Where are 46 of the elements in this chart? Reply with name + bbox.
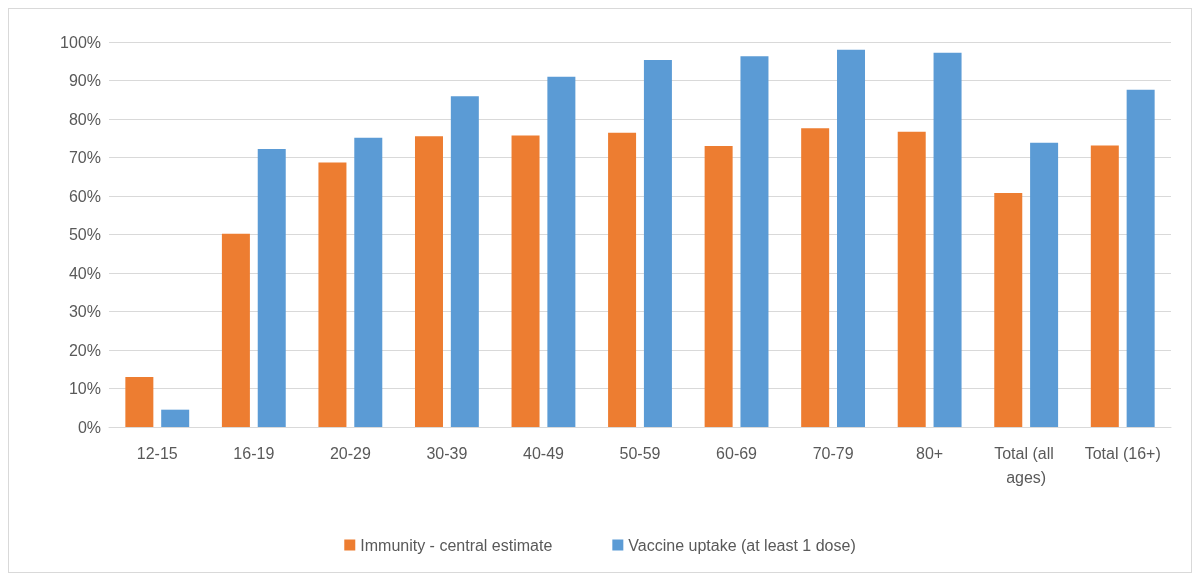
y-tick-label: 100% [60, 33, 101, 51]
bar [161, 409, 190, 427]
bar [1126, 89, 1155, 427]
y-tick-label: 60% [68, 187, 101, 205]
bar [257, 149, 286, 427]
bar [933, 52, 962, 427]
x-tick-label: Total (all ages) [994, 444, 1059, 486]
x-tick-label: Total (16+) [1084, 444, 1161, 462]
x-tick-label: 20-29 [329, 444, 371, 462]
bar [837, 49, 866, 427]
bar [414, 136, 443, 427]
x-tick-label: 12-15 [136, 444, 178, 462]
bar [221, 233, 250, 427]
bar [704, 145, 733, 427]
bar [450, 96, 479, 427]
x-tick-label: 30-39 [426, 444, 468, 462]
bar [643, 60, 672, 427]
y-tick-label: 90% [68, 72, 101, 89]
y-tick-label: 10% [68, 380, 101, 397]
bar [1090, 145, 1119, 427]
y-tick-label: 50% [68, 226, 101, 243]
legend-label: Vaccine uptake (at least 1 dose) [628, 536, 856, 554]
bar [354, 137, 383, 427]
bar [1030, 142, 1059, 427]
y-tick-label: 0% [77, 418, 101, 436]
bar [547, 76, 576, 427]
x-tick-label: 40-49 [522, 444, 565, 462]
y-tick-label: 40% [68, 264, 101, 282]
bar [801, 128, 830, 427]
bar [318, 162, 347, 427]
x-tick-label: 50-59 [619, 444, 661, 462]
legend-label: Immunity - central estimate [360, 536, 553, 554]
bar [897, 131, 926, 427]
x-tick-label: 60-69 [716, 444, 758, 462]
bar [740, 56, 769, 427]
bar [994, 192, 1023, 427]
y-tick-label: 80% [68, 110, 101, 128]
y-tick-label: 30% [68, 303, 101, 320]
x-tick-label: 70-79 [812, 444, 854, 462]
bar [125, 376, 154, 427]
y-tick-label: 70% [68, 149, 101, 166]
x-tick-label: 80+ [916, 444, 944, 462]
x-tick-label: 16-19 [233, 444, 275, 462]
y-tick-label: 20% [68, 341, 101, 359]
bar [511, 135, 540, 427]
bar [608, 132, 637, 427]
